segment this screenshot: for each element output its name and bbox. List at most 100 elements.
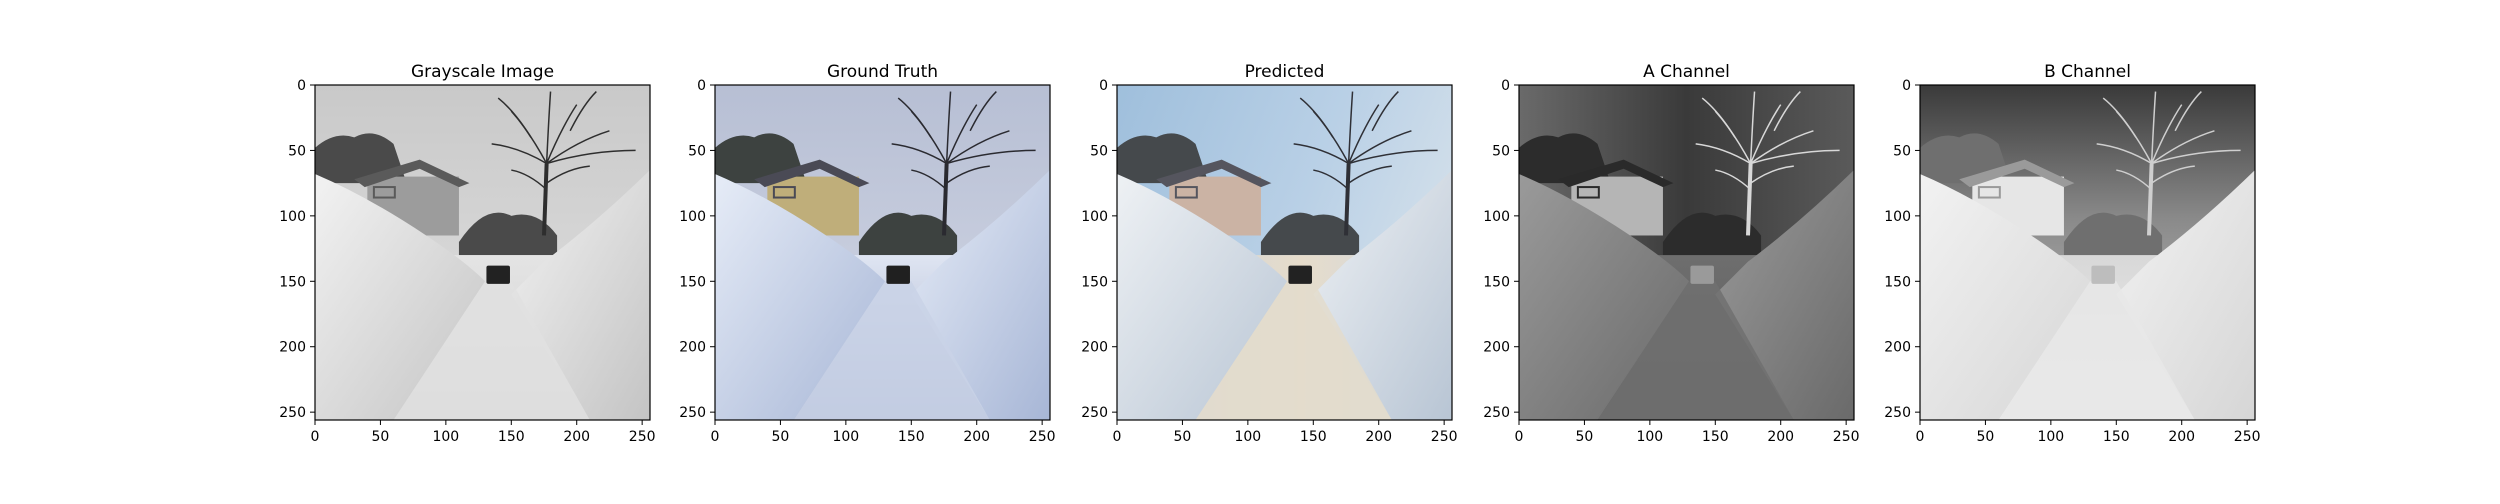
snow-path (1597, 281, 1794, 420)
panel-image (1519, 85, 1854, 420)
tree-branch (1347, 91, 1354, 164)
tree-branch (546, 149, 636, 165)
panel-image (1920, 85, 2255, 420)
tree-branch (1750, 149, 1840, 165)
shrubs (2063, 212, 2163, 256)
x-tick-label: 100 (2037, 429, 2064, 445)
roof (1959, 159, 2075, 188)
y-tick-label: 150 (1483, 274, 1510, 290)
y-tick-label: 150 (279, 274, 306, 290)
y-tick-label: 200 (279, 340, 306, 356)
tree-branch (1348, 165, 1392, 184)
y-tick-label: 200 (679, 340, 706, 356)
panel-3: Predicted 0 50 100 150 200 250 0 50 100 150 200 250 (1081, 62, 1457, 445)
right-snow-bank (911, 170, 1050, 420)
tree-branch (545, 104, 578, 164)
axes-frame (714, 84, 1051, 421)
snow-path (793, 281, 990, 420)
y-tick-label: 50 (1492, 143, 1510, 159)
axes-frame (1518, 84, 1855, 421)
tree-trunk (1344, 163, 1351, 236)
y-tick-label: 250 (1483, 405, 1510, 421)
right-snow-bank (1715, 170, 1854, 420)
panel-1: Grayscale Image 0 50 100 150 200 250 0 50 100 150 2… (279, 62, 655, 445)
tree-branch (1749, 91, 1756, 164)
x-tick-label: 150 (898, 429, 925, 445)
tree-branch (546, 165, 590, 184)
panel-image (715, 85, 1050, 420)
panel-5: B Channel 0 50 100 150 200 250 0 50 100 150 200 250 (1884, 62, 2260, 445)
tree-branch (946, 130, 1010, 165)
tree-branch (911, 169, 948, 191)
x-tick-label: 100 (432, 429, 459, 445)
tree-branch (2151, 130, 2215, 165)
tree-branch (1750, 130, 1814, 165)
axes-frame (314, 84, 651, 421)
left-snow-bank (315, 173, 486, 420)
window (1576, 186, 1600, 199)
tree-branch (2150, 91, 2157, 164)
panel-title: Grayscale Image (411, 62, 554, 82)
x-tick-label: 200 (1767, 429, 1794, 445)
tree-branch (2151, 165, 2195, 184)
right-snow-bank (1313, 170, 1452, 420)
shrubs (458, 212, 558, 256)
y-tick-label: 250 (1884, 405, 1911, 421)
tree-branch (1695, 143, 1752, 165)
x-tick-label: 50 (1576, 429, 1594, 445)
x-tick-label: 200 (963, 429, 990, 445)
y-tick-label: 150 (1081, 274, 1108, 290)
x-tick-label: 0 (1515, 429, 1524, 445)
x-tick-label: 0 (1113, 429, 1122, 445)
snow-path (1998, 281, 2195, 420)
x-tick-label: 200 (1365, 429, 1392, 445)
y-tick-label: 250 (679, 405, 706, 421)
tree-branch (1715, 169, 1752, 191)
y-tick-label: 0 (1902, 78, 1911, 94)
tree-trunk (542, 163, 549, 236)
x-tick-label: 150 (1300, 429, 1327, 445)
y-tick-label: 50 (288, 143, 306, 159)
tree-branch (1773, 91, 1801, 132)
axes-frame (1919, 84, 2256, 421)
tree-branch (1299, 97, 1334, 138)
right-snow-bank (511, 170, 650, 420)
x-tick-label: 50 (1174, 429, 1192, 445)
shrubs (1662, 212, 1762, 256)
roof (1558, 159, 1674, 188)
y-tick-label: 150 (1884, 274, 1911, 290)
tree-branch (2150, 104, 2183, 164)
panel-4: A Channel 0 50 100 150 200 250 0 50 100 150 200 250 (1483, 62, 1859, 445)
panel-title: B Channel (2044, 62, 2131, 82)
y-tick-label: 200 (1483, 340, 1510, 356)
panel-title: A Channel (1643, 62, 1730, 82)
panel-image (1117, 85, 1452, 420)
tree-branch (946, 149, 1036, 165)
car (1690, 265, 1714, 284)
y-tick-label: 200 (1081, 340, 1108, 356)
panel-title: Ground Truth (827, 62, 938, 82)
window (1977, 186, 2001, 199)
y-tick-label: 0 (297, 78, 306, 94)
x-tick-label: 50 (772, 429, 790, 445)
tree-branch (1347, 104, 1380, 164)
tree-branch (1293, 143, 1350, 165)
roof (754, 159, 870, 188)
x-tick-label: 200 (2168, 429, 2195, 445)
tree-branch (1348, 149, 1438, 165)
x-tick-label: 250 (1833, 429, 1860, 445)
tree-branch (969, 91, 997, 132)
y-tick-label: 250 (1081, 405, 1108, 421)
tree-branch (1701, 97, 1736, 138)
tree-trunk (1746, 163, 1753, 236)
tree-branch (945, 104, 978, 164)
tree-trunk (2147, 163, 2154, 236)
x-tick-label: 250 (1029, 429, 1056, 445)
y-tick-label: 0 (1099, 78, 1108, 94)
left-snow-bank (1117, 173, 1288, 420)
x-tick-label: 50 (372, 429, 390, 445)
panel-2: Ground Truth 0 50 100 150 200 250 0 50 100 150 200 2… (679, 62, 1055, 445)
tree-branch (569, 91, 597, 132)
right-snow-bank (2116, 170, 2255, 420)
left-snow-bank (715, 173, 886, 420)
